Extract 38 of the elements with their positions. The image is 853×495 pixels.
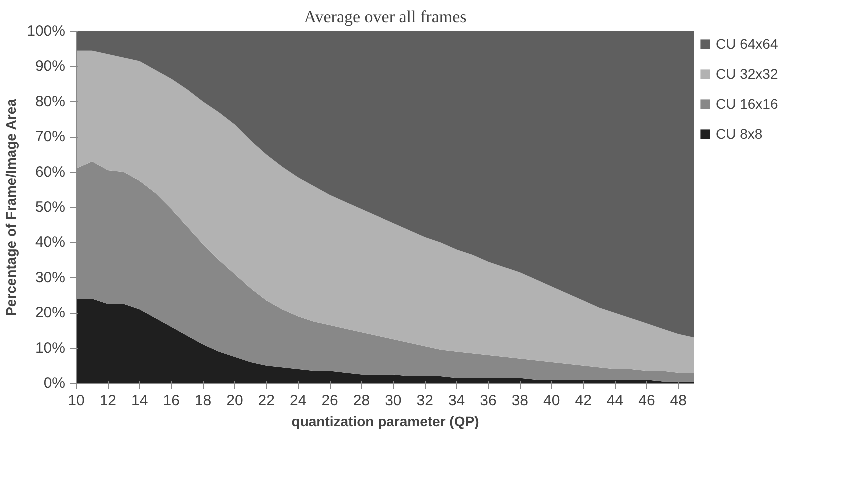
- x-tick-label: 14: [132, 392, 148, 410]
- x-tick-label: 46: [638, 392, 656, 410]
- x-tick-label: 48: [670, 392, 687, 410]
- x-tick-label: 16: [163, 392, 180, 410]
- x-tick-label: 36: [480, 392, 497, 410]
- y-tick-label: 80%: [35, 93, 66, 110]
- x-tick-label: 40: [544, 392, 560, 410]
- x-tick-label: 42: [575, 392, 592, 410]
- legend-label: CU 16x16: [716, 96, 778, 112]
- x-tick-label: 32: [416, 392, 434, 410]
- y-tick-label: 10%: [35, 340, 66, 357]
- legend-label: CU 64x64: [716, 36, 778, 52]
- x-tick-label: 12: [100, 392, 117, 410]
- y-tick-label: 50%: [35, 199, 66, 216]
- y-tick-label: 40%: [35, 234, 66, 252]
- y-tick-label: 30%: [35, 269, 66, 286]
- y-tick-label: 100%: [27, 23, 66, 40]
- x-tick-label: 20: [226, 392, 244, 410]
- y-axis-title: Percentage of Frame/Image Area: [3, 98, 20, 316]
- x-tick-label: 18: [194, 392, 212, 410]
- x-tick-label: 24: [290, 392, 307, 410]
- x-tick-label: 10: [68, 392, 85, 410]
- x-axis-title: quantization parameter (QP): [292, 414, 480, 430]
- y-tick-label: 70%: [35, 128, 66, 146]
- x-tick-label: 28: [353, 392, 370, 410]
- x-tick-label: 34: [448, 392, 466, 410]
- legend-label: CU 32x32: [716, 66, 778, 82]
- y-tick-label: 60%: [35, 164, 66, 181]
- x-tick-label: 26: [322, 392, 338, 410]
- legend-label: CU 8x8: [716, 126, 763, 142]
- x-tick-label: 30: [385, 392, 402, 410]
- y-tick-label: 20%: [35, 304, 66, 322]
- x-tick-label: 22: [258, 392, 275, 410]
- x-tick-label: 44: [606, 392, 624, 410]
- chart-title: Average over all frames: [304, 8, 467, 26]
- x-tick-label: 38: [512, 392, 529, 410]
- y-tick-label: 90%: [35, 58, 66, 76]
- y-tick-label: 0%: [44, 375, 66, 392]
